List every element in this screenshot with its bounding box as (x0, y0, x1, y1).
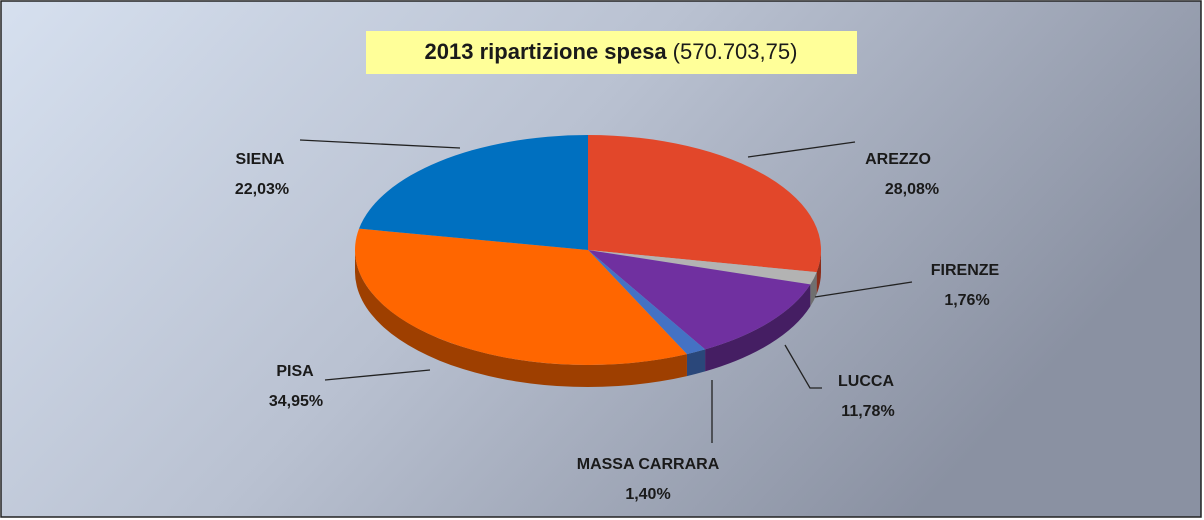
slice-label: LUCCA (838, 373, 894, 390)
pie-slice (588, 250, 811, 350)
slice-label: MASSA CARRARA (577, 456, 720, 473)
leader-line (299, 139, 461, 149)
slice-value-label: 28,08% (885, 181, 939, 198)
slice-value-label: 22,03% (235, 181, 289, 198)
slice-value-label: 34,95% (269, 393, 323, 410)
leader-line (784, 344, 822, 389)
slice-value-label: 11,78% (841, 403, 894, 420)
chart-subtitle: (570.703,75) (673, 39, 798, 64)
pie-slice-side (810, 272, 817, 307)
pie-slice (588, 250, 706, 355)
slice-label: AREZZO (865, 151, 931, 168)
leader-line (324, 369, 431, 381)
pie-slice (588, 135, 821, 273)
pie-slice (354, 228, 687, 365)
pie-slice-side (355, 250, 687, 387)
pie-slice (359, 135, 588, 250)
chart-title: 2013 ripartizione spesa (425, 39, 668, 64)
slice-value-label: 1,40% (625, 486, 670, 503)
slice-label: PISA (276, 363, 314, 380)
title-box (366, 31, 857, 74)
slice-label: FIRENZE (931, 262, 1000, 279)
pie-slice-side (705, 284, 811, 372)
slice-label: SIENA (236, 151, 285, 168)
leader-line (814, 281, 913, 298)
pie-slice-side (686, 349, 706, 377)
leader-line (747, 141, 856, 158)
slice-value-label: 1,76% (944, 292, 989, 309)
pie-slice-side (816, 250, 821, 295)
pie-slice (588, 250, 817, 285)
chart-title-group: 2013 ripartizione spesa (570.703,75) (425, 39, 798, 64)
